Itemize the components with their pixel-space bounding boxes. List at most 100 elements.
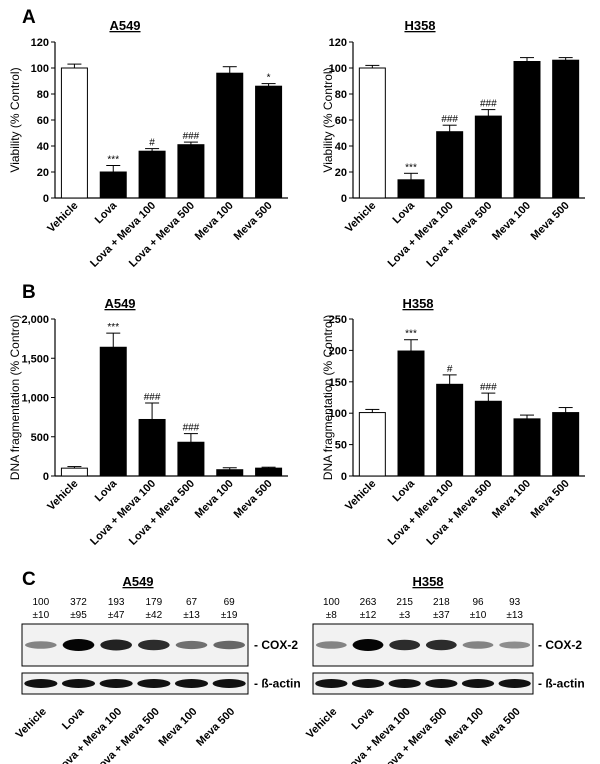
significance-label: # [149, 138, 155, 149]
actin-band [315, 679, 348, 688]
y-tick-label: 0 [341, 471, 347, 483]
y-axis-label: Viability (% Control) [321, 67, 335, 172]
blot-quant-value: 100 [323, 597, 340, 608]
cox2-band [462, 641, 494, 649]
y-tick-label: 100 [329, 63, 347, 75]
x-tick-label: Meva 100 [490, 478, 533, 521]
panel-label-b: B [22, 282, 36, 303]
x-tick-label: Lova + Meva 100 [88, 478, 158, 548]
actin-band [174, 679, 209, 688]
bar-meva-100 [513, 61, 541, 199]
actin-band [137, 679, 171, 688]
y-tick-label: 100 [31, 63, 49, 75]
blot-quant-sd: ±47 [108, 610, 125, 621]
y-tick-label: 0 [43, 471, 49, 483]
blot-lane-label: Meva 500 [194, 706, 237, 749]
blot-title: H358 [412, 574, 443, 589]
cox2-band [25, 641, 57, 649]
y-tick-label: 40 [335, 141, 347, 153]
y-tick-label: 250 [329, 314, 347, 326]
blot-quant-sd: ±12 [360, 610, 377, 621]
x-tick-label: Meva 100 [490, 200, 533, 243]
blot-quant-value: 218 [433, 597, 450, 608]
y-tick-label: 1,000 [21, 393, 49, 405]
blot-title: A549 [122, 574, 153, 589]
x-tick-label: Meva 500 [232, 478, 275, 521]
y-tick-label: 0 [341, 193, 347, 205]
blot-quant-value: 215 [396, 597, 413, 608]
blot-quant-sd: ±8 [326, 610, 337, 621]
blot-quant-value: 372 [70, 597, 87, 608]
x-tick-label: Vehicle [45, 478, 80, 513]
cox2-band [100, 639, 132, 651]
cox2-band [499, 641, 531, 649]
significance-label: # [447, 364, 453, 375]
y-tick-label: 150 [329, 377, 347, 389]
y-tick-label: 20 [37, 167, 49, 179]
actin-label: - ß-actin [538, 677, 585, 691]
bar-lova-meva-500 [474, 115, 502, 199]
bar-meva-500 [255, 467, 283, 477]
chart-title: A549 [104, 296, 135, 311]
actin-band [212, 679, 246, 688]
actin-membrane [312, 672, 534, 695]
chart-title: H358 [404, 18, 435, 33]
x-tick-label: Lova + Meva 500 [424, 200, 494, 270]
cox2-band [352, 639, 384, 651]
y-tick-label: 80 [37, 89, 49, 101]
significance-label: ### [480, 99, 497, 110]
x-tick-label: Lova + Meva 100 [386, 478, 456, 548]
blot-quant-sd: ±3 [399, 610, 410, 621]
y-tick-label: 100 [329, 408, 347, 420]
bar-lova [99, 346, 127, 477]
chart-h358-dna-fragmentation: H358 DNA fragmentation (% Control) 0 50 100 1… [321, 296, 585, 548]
y-tick-label: 500 [31, 432, 49, 444]
actin-band [351, 679, 385, 688]
blot-quant-sd: ±95 [70, 610, 87, 621]
panel-label-c: C [22, 569, 36, 590]
actin-band [99, 679, 133, 688]
blot-quant-sd: ±10 [33, 610, 50, 621]
significance-label: ### [144, 392, 161, 403]
x-tick-label: Lova + Meva 100 [88, 200, 158, 270]
cox2-band [175, 640, 208, 650]
y-tick-label: 1,500 [21, 353, 49, 365]
chart-title: H358 [402, 296, 433, 311]
bar-vehicle [358, 412, 386, 477]
x-tick-label: Lova [93, 199, 120, 226]
chart-title: A549 [109, 18, 140, 33]
bar-meva-500 [255, 85, 283, 199]
x-tick-label: Lova + Meva 500 [127, 200, 197, 270]
blot-quant-sd: ±13 [506, 610, 523, 621]
blot-quant-sd: ±42 [146, 610, 163, 621]
blot-lane-label: Meva 500 [480, 706, 523, 749]
bar-lova [397, 179, 425, 199]
bar-vehicle [358, 67, 386, 199]
cox2-label: - COX-2 [254, 638, 298, 652]
chart-a549-dna-fragmentation: A549 DNA fragmentation (% Control) 0 500 1,0… [8, 296, 288, 548]
significance-label: *** [107, 322, 119, 333]
significance-label: ### [441, 114, 458, 125]
cox2-band [315, 641, 347, 649]
blot-quant-value: 93 [509, 597, 521, 608]
cox2-label: - COX-2 [538, 638, 582, 652]
significance-label: ### [183, 423, 200, 434]
y-tick-label: 80 [335, 89, 347, 101]
x-tick-label: Meva 500 [529, 200, 572, 243]
blot-quant-value: 69 [224, 597, 236, 608]
blot-quant-sd: ±19 [221, 610, 238, 621]
cox2-membrane [312, 623, 534, 667]
actin-label: - ß-actin [254, 677, 301, 691]
blot-lane-label: Lova [349, 705, 376, 732]
actin-band [498, 679, 531, 688]
blot-quant-value: 193 [108, 597, 125, 608]
blot-lane-label: Vehicle [14, 706, 49, 741]
bar-lova-meva-500 [474, 400, 502, 477]
y-tick-label: 2,000 [21, 314, 49, 326]
bar-meva-100 [216, 72, 244, 199]
bar-lova-meva-500 [177, 144, 205, 199]
x-tick-label: Vehicle [343, 200, 378, 235]
cox2-band [389, 639, 421, 651]
